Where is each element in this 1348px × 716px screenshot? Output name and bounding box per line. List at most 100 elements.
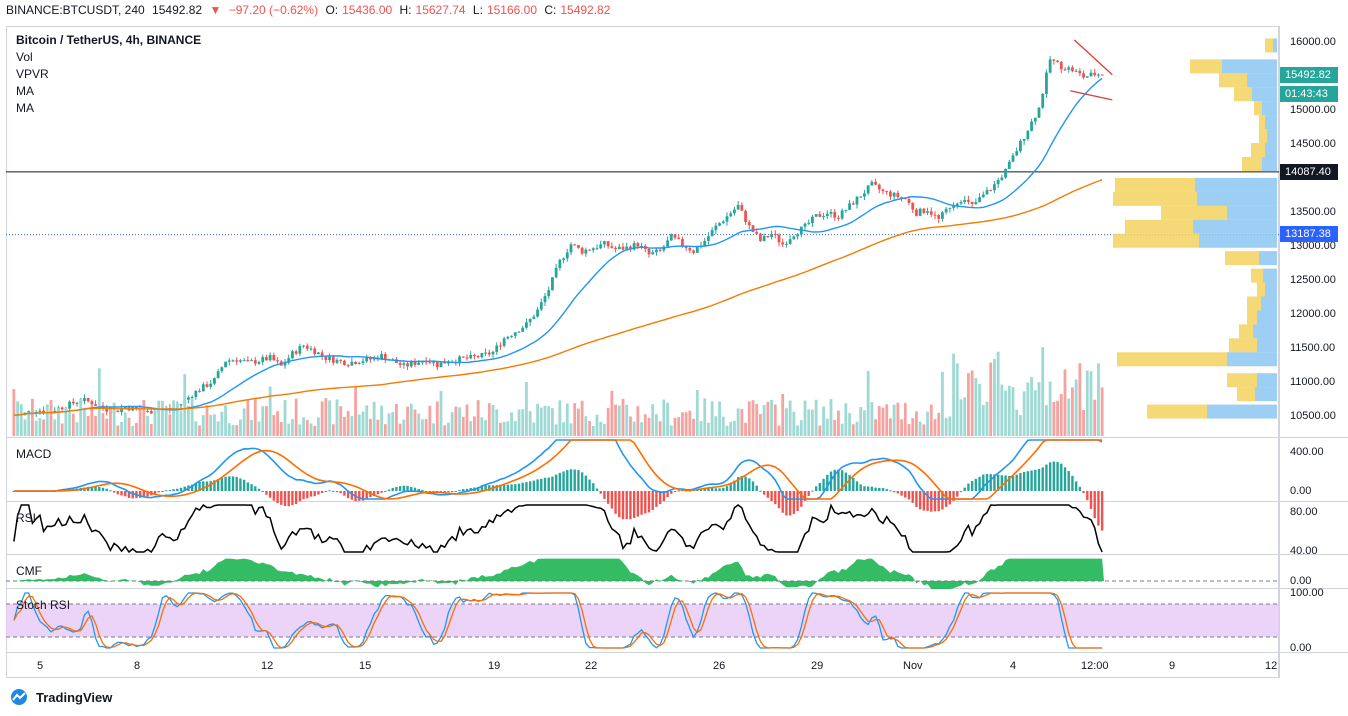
volume-bar: [532, 422, 536, 436]
volume-bar: [528, 411, 532, 436]
vpvr-bar-down: [1113, 233, 1199, 248]
candle-body: [354, 361, 357, 364]
volume-bar: [833, 419, 837, 436]
volume-bar: [926, 411, 929, 436]
macd-histogram-bar: [313, 491, 316, 497]
volume-bar: [491, 404, 495, 436]
macd-title[interactable]: MACD: [16, 447, 52, 461]
macd-histogram-bar: [677, 490, 680, 492]
pane-separator[interactable]: [6, 554, 1348, 555]
chart-area[interactable]: [6, 26, 1279, 678]
candle-body: [588, 249, 591, 251]
macd-histogram-bar: [547, 477, 550, 491]
macd-histogram-bar: [268, 491, 272, 498]
candle-body: [688, 247, 692, 251]
candle-body: [803, 223, 807, 227]
candle-body: [985, 190, 989, 195]
candle-body: [874, 181, 877, 185]
candle-body: [68, 401, 71, 409]
volume-bar: [662, 399, 666, 436]
level-line-tag: 14087.40: [1280, 164, 1338, 180]
pane-separator[interactable]: [6, 437, 1348, 438]
candle-body: [1071, 67, 1074, 72]
macd-histogram-bar: [978, 476, 981, 491]
pane-separator[interactable]: [6, 588, 1348, 589]
macd-histogram-bar: [536, 479, 539, 491]
macd-histogram-bar: [294, 491, 298, 505]
volume-bar: [751, 400, 755, 436]
vpvr-bar-up: [1259, 251, 1277, 266]
volume-bar: [90, 405, 94, 436]
price-tick: 12000.00: [1290, 308, 1336, 320]
volume-bar: [1078, 363, 1082, 436]
macd-histogram-bar: [1100, 491, 1104, 531]
volume-bar: [695, 390, 699, 436]
candle-body: [309, 348, 313, 350]
volume-bar: [647, 417, 651, 436]
vpvr-bar-down: [1161, 205, 1227, 220]
candle-body: [892, 192, 896, 197]
rsi-title[interactable]: RSI: [16, 511, 37, 525]
volume-bar: [220, 411, 224, 436]
volume-bar: [380, 405, 383, 436]
macd-histogram-bar: [86, 486, 90, 491]
candle-body: [621, 246, 625, 250]
pane-separator[interactable]: [6, 501, 1348, 502]
volume-bar: [911, 418, 915, 436]
stoch-rsi-title[interactable]: Stoch RSI: [16, 598, 71, 612]
candle-body: [317, 352, 320, 355]
candle-body: [543, 296, 547, 303]
volume-bar: [409, 403, 413, 436]
volume-bar: [164, 407, 168, 436]
candle-body: [339, 359, 343, 361]
candle-body: [777, 235, 781, 243]
legend-item-vol[interactable]: Vol: [16, 50, 33, 64]
macd-histogram-bar: [517, 483, 521, 491]
macd-histogram-bar: [670, 491, 673, 494]
volume-bar: [216, 421, 220, 436]
macd-tick: 400.00: [1290, 446, 1324, 458]
price-scale[interactable]: [1279, 26, 1348, 678]
candle-body: [83, 397, 86, 402]
volume-bar: [320, 401, 324, 436]
tradingview-logo[interactable]: TradingView: [8, 688, 112, 706]
volume-bar: [736, 408, 740, 436]
volume-bar: [469, 421, 473, 436]
candle-body: [740, 204, 744, 211]
volume-bar: [777, 425, 781, 436]
volume-bar: [94, 415, 97, 436]
macd-histogram-bar: [859, 484, 862, 491]
legend-item-ma-fast[interactable]: MA: [16, 84, 34, 98]
volume-bar: [614, 404, 617, 436]
legend-title[interactable]: Bitcoin / TetherUS, 4h, BINANCE: [16, 33, 202, 47]
candle-body: [231, 360, 235, 362]
candle-body: [205, 384, 209, 387]
legend-item-vpvr[interactable]: VPVR: [16, 67, 49, 81]
macd-histogram-bar: [1015, 474, 1018, 491]
candle-body: [1097, 74, 1100, 76]
symbol-label[interactable]: BINANCE:BTCUSDT, 240: [6, 3, 145, 17]
candle-body: [993, 184, 996, 191]
time-axis-separator: [6, 652, 1348, 653]
cmf-title[interactable]: CMF: [16, 564, 42, 578]
volume-bar: [309, 423, 313, 436]
volume-bar: [933, 419, 937, 436]
candle-body: [658, 249, 662, 251]
legend-item-ma-slow[interactable]: MA: [16, 101, 34, 115]
macd-histogram-bar: [406, 485, 409, 491]
candle-body: [1026, 130, 1030, 140]
candle-body: [235, 360, 239, 362]
volume-bar: [851, 424, 855, 436]
volume-bar: [79, 398, 83, 436]
candle-body: [201, 384, 205, 392]
candle-body: [242, 360, 246, 362]
candle-body: [580, 247, 584, 254]
macd-histogram-bar: [454, 491, 458, 492]
volume-bar: [369, 418, 372, 436]
close-label: C:: [544, 3, 557, 17]
volume-bar: [473, 416, 476, 436]
volume-bar: [588, 420, 591, 436]
macd-histogram-bar: [90, 486, 94, 491]
macd-histogram-bar: [718, 488, 721, 491]
